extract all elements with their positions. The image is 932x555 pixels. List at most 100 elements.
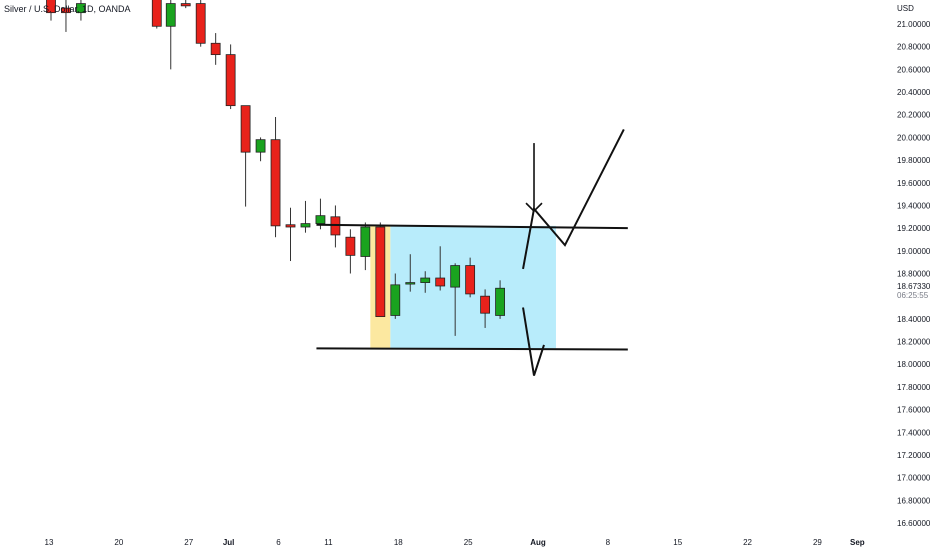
candle-body-down: [270, 139, 281, 227]
candle: [480, 289, 491, 328]
candle: [270, 116, 281, 238]
candle: [450, 263, 461, 336]
candle-body-down: [210, 42, 221, 56]
price-tick-label: 21.00000: [897, 20, 931, 29]
candle-body-down: [465, 265, 476, 295]
down-arrow-head: [525, 202, 543, 213]
time-tick-label: Sep: [850, 538, 865, 547]
time-axis[interactable]: 13 20 27 Jul 6 11 18 25 Aug 8 15 22 29 Sep: [45, 538, 865, 547]
candle-body-down: [225, 54, 236, 107]
time-tick-label: 15: [673, 538, 682, 547]
candle-body-up: [360, 226, 371, 257]
price-tick-label: 20.80000: [897, 43, 931, 52]
candle: [151, 0, 162, 29]
price-tick-label: 16.80000: [897, 496, 931, 505]
price-tick-label: 19.80000: [897, 156, 931, 165]
candle: [255, 137, 266, 162]
candle-body-down: [151, 0, 162, 27]
candle: [61, 0, 71, 32]
time-tick-label: 6: [276, 538, 281, 547]
candle: [375, 222, 386, 317]
candle: [225, 44, 236, 110]
time-tick-label: 18: [394, 538, 403, 547]
price-tick-label: 16.60000: [897, 519, 931, 528]
price-tick-label: 18.40000: [897, 315, 931, 324]
candle-body-up: [165, 3, 176, 27]
price-tick-label: 20.40000: [897, 88, 931, 97]
candle: [46, 0, 56, 21]
candle: [210, 33, 221, 65]
time-tick-label: 8: [606, 538, 611, 547]
symbol-title: Silver / U.S. Dollar, 1D, OANDA: [4, 4, 131, 14]
candle: [165, 0, 176, 70]
candle-body-down: [46, 0, 56, 14]
time-tick-label: 27: [184, 538, 193, 547]
price-tick-label: 19.60000: [897, 179, 931, 188]
price-tick-label: 18.80000: [897, 270, 931, 279]
candle: [405, 254, 416, 292]
candle: [390, 273, 401, 319]
candle-body-down: [435, 277, 446, 287]
price-tick-label: 17.00000: [897, 474, 931, 483]
price-tick-label: 18.20000: [897, 338, 931, 347]
time-tick-label: 22: [743, 538, 752, 547]
candle-body-down: [195, 3, 206, 44]
candle: [195, 0, 206, 47]
candle-body-down: [180, 3, 191, 7]
candle-body-up: [390, 284, 401, 316]
candle: [330, 205, 341, 248]
candle: [420, 271, 431, 293]
candle-body-up: [450, 265, 461, 288]
candles-layer: [46, 0, 505, 336]
last-price-label: 18.67330: [897, 282, 931, 291]
candle: [76, 0, 86, 21]
candle: [345, 229, 356, 274]
price-tick-label: 17.20000: [897, 451, 931, 460]
price-tick-label: 19.40000: [897, 201, 931, 210]
candle: [465, 257, 476, 298]
candle-body-up: [315, 215, 326, 224]
time-tick-label: 11: [324, 538, 333, 547]
time-tick-label: Aug: [530, 538, 546, 547]
time-tick-label: 25: [464, 538, 473, 547]
price-tick-label: 19.20000: [897, 224, 931, 233]
time-tick-label: 20: [114, 538, 123, 547]
bearish-projection-path: [522, 307, 545, 376]
support-line: [316, 347, 628, 351]
candle-body-up: [76, 3, 86, 14]
price-tick-label: 17.60000: [897, 406, 931, 415]
candle-body-up: [420, 277, 431, 283]
candle: [360, 222, 371, 271]
price-tick-label: 18.00000: [897, 360, 931, 369]
candle: [435, 246, 446, 291]
candle-body-down: [345, 236, 356, 256]
drawings-layer: [316, 129, 628, 376]
time-tick-label: Jul: [223, 538, 235, 547]
candle: [180, 0, 191, 9]
candle: [285, 207, 296, 262]
candle-body-up: [495, 287, 505, 316]
price-tick-label: 20.60000: [897, 65, 931, 74]
price-tick-label: 20.00000: [897, 133, 931, 142]
price-tick-label: 19.00000: [897, 247, 931, 256]
candle-body-up: [405, 282, 416, 285]
resistance-line: [316, 223, 628, 230]
candle-body-down: [61, 7, 71, 14]
price-axis[interactable]: USD 21.00000 20.80000 20.60000 20.40000 20.20…: [897, 4, 931, 528]
candle-body-down: [240, 105, 251, 153]
candle-body-down: [480, 295, 491, 314]
candle: [300, 200, 311, 233]
candle-body-up: [300, 223, 311, 228]
currency-label: USD: [897, 4, 914, 13]
time-tick-label: 13: [45, 538, 54, 547]
candle-body-down: [285, 224, 296, 228]
price-tick-label: 17.40000: [897, 428, 931, 437]
candle-body-down: [375, 226, 386, 317]
price-tick-label: 17.80000: [897, 383, 931, 392]
bar-countdown-label: 06:25:55: [897, 291, 929, 300]
candle: [240, 105, 251, 207]
bullish-projection-path: [522, 129, 625, 270]
candle-body-up: [255, 139, 266, 153]
price-tick-label: 20.20000: [897, 111, 931, 120]
